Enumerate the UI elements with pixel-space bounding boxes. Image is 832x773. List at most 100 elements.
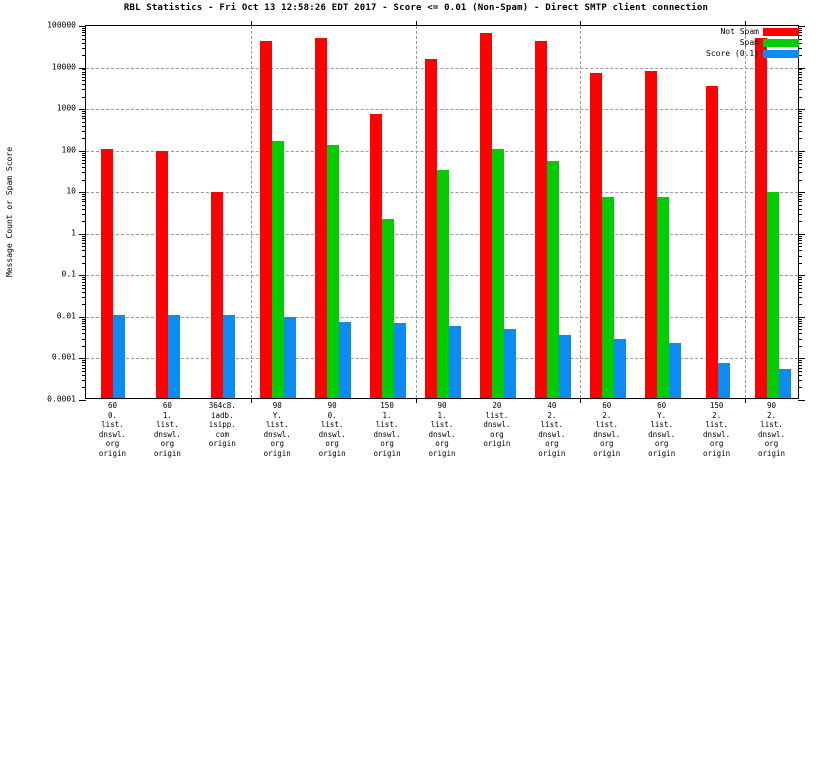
y-axis-minor-tick (82, 130, 86, 132)
y-axis-tick (798, 26, 805, 27)
y-axis-tick (79, 150, 86, 152)
y-axis-minor-tick (798, 42, 802, 44)
y-axis-minor-tick (82, 208, 86, 210)
y-axis-minor-tick (798, 159, 802, 161)
x-axis-label-line: origin (703, 448, 731, 458)
y-axis-minor-tick (798, 115, 802, 117)
y-axis-minor-tick (798, 201, 802, 203)
legend-item: Spam (671, 37, 799, 48)
bar-not-spam (260, 40, 273, 398)
gridline-horizontal (86, 109, 798, 111)
x-axis-tick-label: 90 1. list. dnswl. org origin (415, 401, 470, 459)
y-axis-minor-tick (798, 125, 802, 127)
y-axis-minor-tick (82, 333, 86, 335)
bar-spam (272, 141, 285, 398)
gridline-vertical (250, 26, 252, 398)
y-axis-tick (798, 358, 805, 360)
y-axis-minor-tick (82, 287, 86, 289)
y-axis-minor-tick (798, 320, 802, 322)
y-axis-minor-tick (82, 113, 86, 115)
y-axis-minor-tick (798, 291, 802, 293)
y-axis-minor-tick (82, 291, 86, 293)
y-axis-minor-tick (82, 32, 86, 34)
y-axis-minor-tick (82, 84, 86, 86)
y-axis-minor-tick (82, 387, 86, 389)
x-axis-tick-labels: 60 0. list. dnswl. org origin 60 1. list. dnswl. o… (85, 401, 799, 468)
y-axis-minor-tick (798, 84, 802, 86)
x-axis-label-line: origin (153, 448, 181, 458)
x-axis-tick-label: 60 Y. list. dnswl. org origin (634, 401, 689, 459)
x-axis-label-line: 60 (107, 401, 117, 410)
x-axis-label-line: 0. (327, 410, 337, 420)
y-axis-minor-tick (82, 42, 86, 44)
x-axis-label-line: org (709, 439, 724, 449)
y-axis-minor-tick (798, 250, 802, 252)
x-axis-label-line: 60 (602, 401, 612, 410)
y-axis-minor-tick (798, 374, 802, 376)
y-axis-minor-tick (798, 326, 802, 328)
x-axis-label-line: list. (265, 420, 289, 430)
y-axis-minor-tick (82, 240, 86, 242)
bar-score-x0-1 (339, 321, 352, 398)
y-axis-minor-tick (798, 387, 802, 389)
bar-not-spam (211, 192, 224, 398)
y-axis-minor-tick (798, 360, 802, 362)
x-axis-label-line: dnswl. (593, 429, 621, 439)
y-axis-minor-tick (82, 320, 86, 322)
bar-not-spam (425, 59, 437, 398)
bar-not-spam (754, 38, 767, 398)
x-axis-label-line: org (270, 439, 284, 449)
y-axis-tick-label: 0.001 (51, 352, 76, 362)
x-axis-label-line: origin (98, 448, 126, 458)
y-axis-minor-tick (82, 159, 86, 161)
y-axis-minor-tick (798, 255, 802, 257)
y-axis-tick (79, 67, 86, 69)
bar-score-x0-1 (168, 314, 181, 398)
x-axis-label-line: 1. (382, 410, 392, 420)
x-axis-label-line: 150 (380, 401, 394, 410)
y-axis-minor-tick (798, 213, 802, 215)
y-axis-tick (79, 233, 86, 235)
y-axis-minor-tick (82, 30, 86, 32)
x-axis-tick (250, 398, 252, 403)
bar-score-x0-1 (778, 368, 791, 398)
bar-spam (382, 219, 395, 398)
x-axis-label-line: isipp. (208, 420, 236, 430)
y-axis-minor-tick (82, 35, 86, 37)
x-axis-label-line: 20 (492, 401, 502, 410)
y-axis-minor-tick (82, 237, 86, 239)
y-axis-minor-tick (798, 121, 802, 123)
x-axis-tick-label: 60 2. list. dnswl. org origin (579, 401, 634, 459)
x-axis-label-line: Y. (657, 410, 667, 420)
y-axis-minor-tick (798, 35, 802, 37)
x-axis-label-line: Y. (272, 410, 282, 420)
y-axis-tick-label: 0.1 (61, 269, 76, 279)
y-axis-minor-tick (82, 370, 86, 372)
y-axis-minor-tick (798, 76, 802, 78)
legend-item-label: Spam (739, 38, 759, 47)
x-axis-label-line: list. (156, 420, 179, 430)
bar-score-x0-1 (223, 314, 236, 398)
y-axis-minor-tick (798, 297, 802, 299)
y-axis-minor-tick (82, 172, 86, 174)
y-axis-minor-tick (798, 196, 802, 198)
y-axis-minor-tick (798, 30, 802, 32)
x-axis-tick-label: 150 2. list. dnswl. org origin (689, 401, 744, 459)
x-axis-tick-label: 90 0. list. dnswl. org origin (305, 401, 360, 459)
x-axis-label-line: origin (593, 448, 621, 458)
y-axis-minor-tick (798, 277, 802, 279)
x-axis-label-line: org (490, 429, 504, 439)
y-axis-minor-tick (798, 69, 802, 71)
x-axis-tick (580, 21, 582, 26)
legend-item: Score (0.1) (671, 48, 799, 59)
x-axis-label-line: 90 (437, 401, 447, 410)
bar-spam (327, 145, 340, 398)
y-axis-minor-tick (798, 89, 802, 91)
y-axis-minor-tick (82, 198, 86, 200)
y-axis-minor-tick (82, 374, 86, 376)
y-axis-minor-tick (82, 364, 86, 366)
y-axis-minor-tick (798, 338, 802, 340)
y-axis-minor-tick (798, 208, 802, 210)
y-axis-tick-label: 0.0001 (47, 394, 76, 404)
bar-not-spam (370, 113, 383, 398)
